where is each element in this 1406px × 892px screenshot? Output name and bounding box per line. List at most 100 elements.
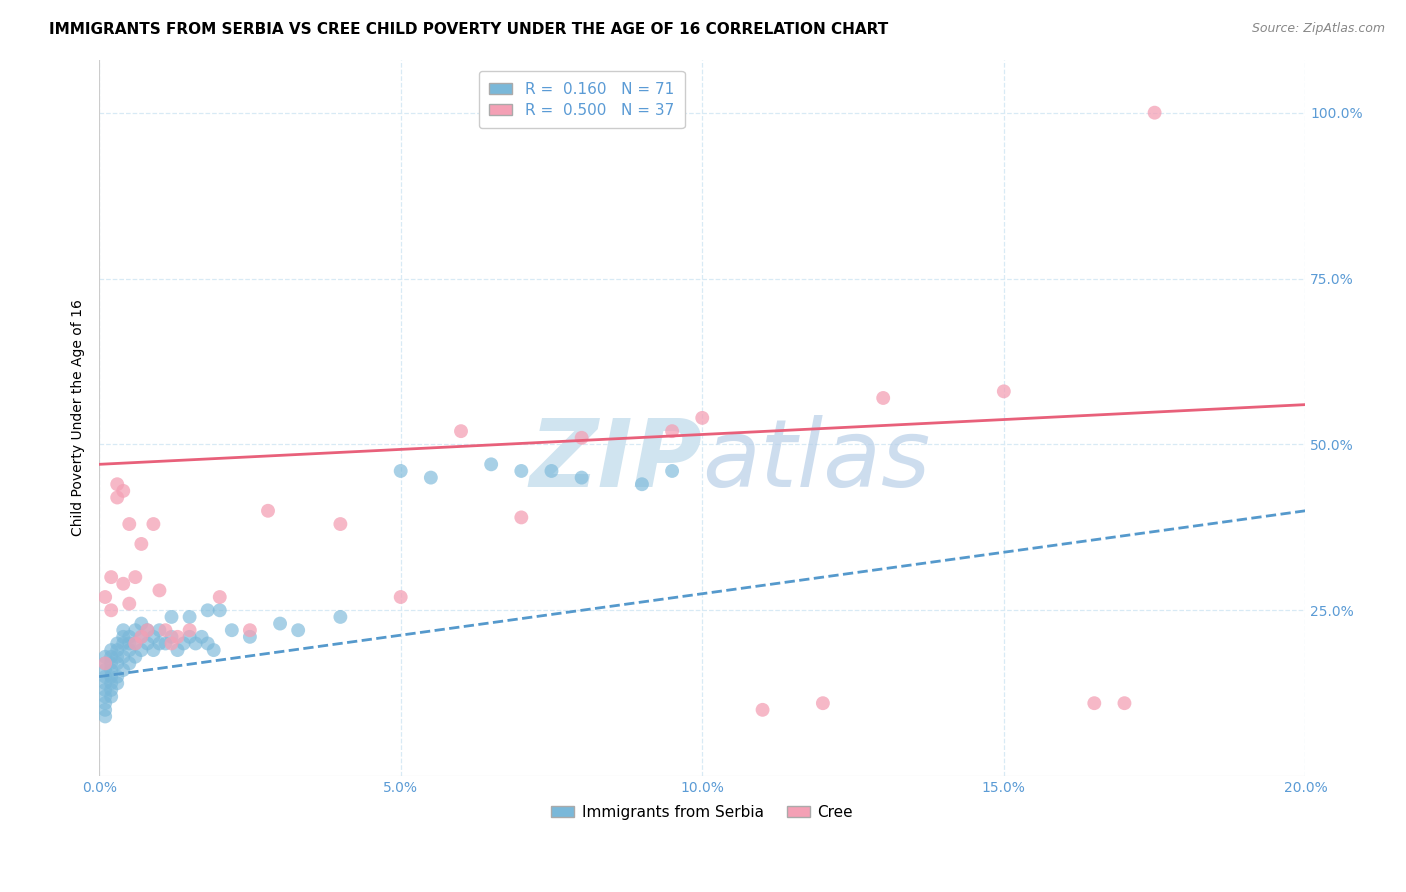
- Point: [94, 709, 117, 723]
- Point: [100, 649, 122, 664]
- Y-axis label: Child Poverty Under the Age of 16: Child Poverty Under the Age of 16: [72, 300, 86, 536]
- Point: [131, 616, 153, 631]
- Point: [136, 636, 159, 650]
- Point: [94, 676, 117, 690]
- Point: [1083, 696, 1105, 710]
- Point: [118, 630, 141, 644]
- Point: [993, 384, 1015, 399]
- Point: [105, 636, 128, 650]
- Point: [269, 616, 291, 631]
- Point: [184, 636, 207, 650]
- Point: [389, 590, 412, 604]
- Point: [100, 570, 122, 584]
- Point: [510, 510, 533, 524]
- Point: [751, 703, 773, 717]
- Point: [124, 636, 146, 650]
- Point: [329, 610, 352, 624]
- Point: [105, 643, 128, 657]
- Point: [94, 670, 117, 684]
- Point: [94, 703, 117, 717]
- Point: [872, 391, 894, 405]
- Point: [190, 630, 212, 644]
- Point: [239, 624, 262, 638]
- Point: [131, 643, 153, 657]
- Point: [202, 643, 225, 657]
- Point: [105, 676, 128, 690]
- Legend: Immigrants from Serbia, Cree: Immigrants from Serbia, Cree: [546, 798, 859, 826]
- Point: [105, 477, 128, 491]
- Point: [661, 424, 683, 438]
- Point: [166, 630, 188, 644]
- Point: [112, 663, 135, 677]
- Point: [142, 643, 165, 657]
- Point: [100, 657, 122, 671]
- Point: [136, 624, 159, 638]
- Point: [1114, 696, 1136, 710]
- Point: [239, 630, 262, 644]
- Point: [811, 696, 834, 710]
- Point: [94, 649, 117, 664]
- Point: [124, 649, 146, 664]
- Point: [118, 636, 141, 650]
- Point: [257, 504, 280, 518]
- Point: [100, 682, 122, 697]
- Point: [105, 491, 128, 505]
- Point: [118, 657, 141, 671]
- Point: [148, 583, 170, 598]
- Point: [540, 464, 562, 478]
- Point: [142, 516, 165, 531]
- Point: [131, 537, 153, 551]
- Point: [208, 590, 231, 604]
- Point: [661, 464, 683, 478]
- Point: [197, 636, 219, 650]
- Point: [124, 570, 146, 584]
- Text: Source: ZipAtlas.com: Source: ZipAtlas.com: [1251, 22, 1385, 36]
- Point: [112, 483, 135, 498]
- Point: [197, 603, 219, 617]
- Point: [571, 431, 593, 445]
- Point: [94, 663, 117, 677]
- Point: [160, 636, 183, 650]
- Point: [112, 624, 135, 638]
- Point: [173, 636, 195, 650]
- Point: [148, 624, 170, 638]
- Point: [160, 610, 183, 624]
- Point: [94, 682, 117, 697]
- Point: [112, 576, 135, 591]
- Point: [136, 624, 159, 638]
- Point: [124, 636, 146, 650]
- Point: [142, 630, 165, 644]
- Point: [179, 624, 201, 638]
- Point: [179, 630, 201, 644]
- Text: IMMIGRANTS FROM SERBIA VS CREE CHILD POVERTY UNDER THE AGE OF 16 CORRELATION CHA: IMMIGRANTS FROM SERBIA VS CREE CHILD POV…: [49, 22, 889, 37]
- Point: [118, 643, 141, 657]
- Point: [208, 603, 231, 617]
- Point: [124, 624, 146, 638]
- Point: [571, 470, 593, 484]
- Point: [100, 663, 122, 677]
- Point: [221, 624, 243, 638]
- Point: [94, 590, 117, 604]
- Point: [100, 676, 122, 690]
- Point: [112, 636, 135, 650]
- Point: [329, 516, 352, 531]
- Point: [105, 670, 128, 684]
- Text: atlas: atlas: [702, 416, 931, 507]
- Point: [1143, 105, 1166, 120]
- Point: [131, 630, 153, 644]
- Point: [118, 516, 141, 531]
- Point: [94, 690, 117, 704]
- Point: [100, 603, 122, 617]
- Point: [131, 630, 153, 644]
- Point: [287, 624, 309, 638]
- Point: [112, 649, 135, 664]
- Point: [389, 464, 412, 478]
- Point: [100, 690, 122, 704]
- Point: [105, 657, 128, 671]
- Point: [179, 610, 201, 624]
- Point: [118, 597, 141, 611]
- Point: [100, 670, 122, 684]
- Point: [510, 464, 533, 478]
- Point: [148, 636, 170, 650]
- Point: [690, 410, 713, 425]
